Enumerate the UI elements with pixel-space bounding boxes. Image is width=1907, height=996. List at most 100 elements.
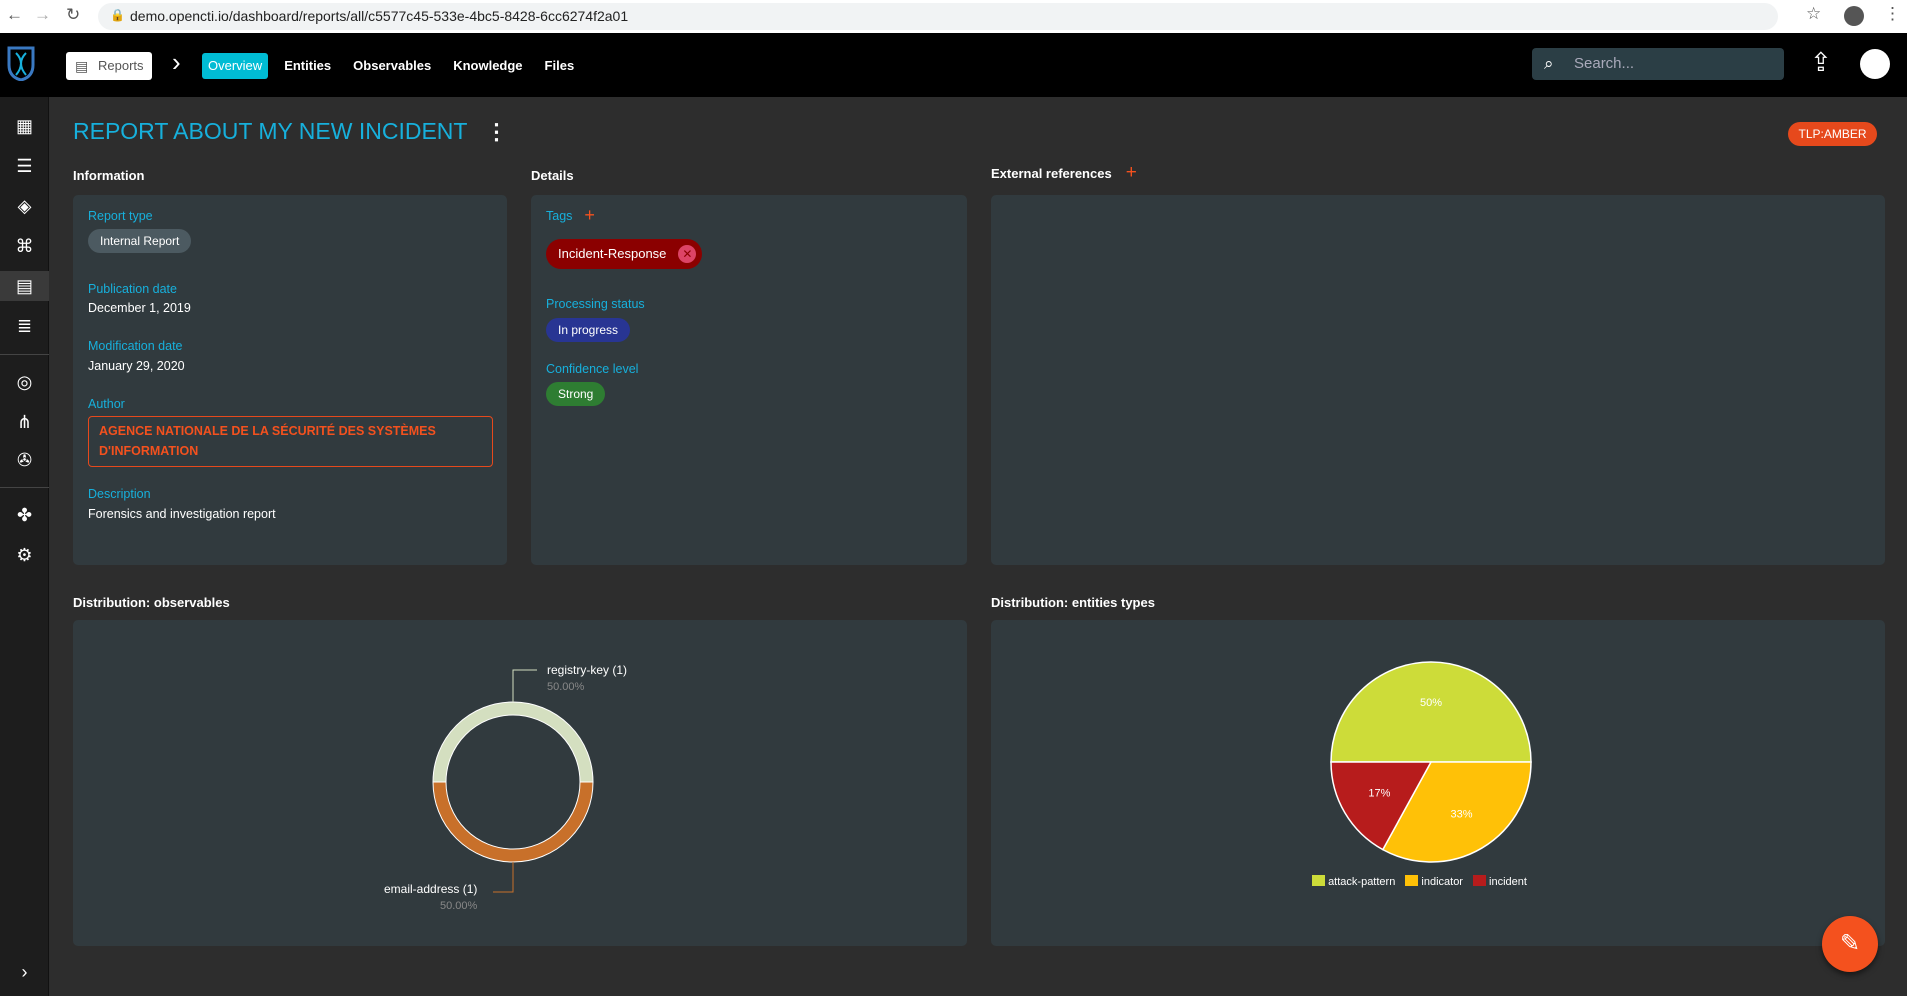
modification-date-label: Modification date: [88, 339, 183, 353]
top-app-bar: ▤ Reports › Overview Entities Observable…: [0, 33, 1907, 97]
list-icon[interactable]: ≣: [16, 316, 33, 336]
donut-percent-registry-key: 50.00%: [547, 681, 585, 693]
publication-date-label: Publication date: [88, 282, 177, 296]
dashboard-icon[interactable]: ▦: [15, 116, 33, 136]
binoculars-icon[interactable]: ⌘: [15, 236, 34, 256]
pie-slice: [1381, 761, 1532, 863]
donut-percent-email-address: 50.00%: [440, 900, 478, 912]
report-type-chip: Internal Report: [88, 229, 192, 253]
graph-icon[interactable]: ⋔: [16, 412, 33, 432]
tab-overview[interactable]: Overview: [202, 53, 269, 79]
external-references-panel: [991, 195, 1885, 565]
author-link[interactable]: AGENCE NATIONALE DE LA SÉCURITÉ DES SYST…: [88, 416, 493, 467]
add-tag-icon[interactable]: +: [584, 205, 595, 225]
legend-label: indicator: [1421, 876, 1463, 888]
entities-chart-panel: 50% 33% 17% attack-pattern indicator incid…: [991, 620, 1885, 946]
compass-icon[interactable]: ◎: [16, 372, 33, 392]
edit-button[interactable]: ✎: [1822, 916, 1878, 972]
lock-icon: 🔒: [110, 8, 125, 22]
pie-slice: [1330, 761, 1433, 851]
address-bar[interactable]: 🔒 demo.opencti.io/dashboard/reports/all/…: [98, 3, 1778, 30]
pie-data-label: 33%: [1451, 809, 1473, 821]
entities-pie-chart: 50% 33% 17%: [1330, 661, 1532, 863]
opencti-logo[interactable]: [6, 45, 36, 81]
pie-legend: attack-pattern indicator incident: [1312, 875, 1527, 888]
information-panel: Report type Internal Report Publication …: [73, 195, 507, 565]
donut-segment: [432, 781, 594, 863]
account-icon[interactable]: [1860, 49, 1890, 79]
search-placeholder: Search...: [1574, 55, 1635, 72]
reload-icon[interactable]: ↻: [66, 5, 81, 24]
section-title-external-references: External references: [991, 165, 1112, 181]
settings-icon[interactable]: ⚙: [16, 545, 33, 565]
legend-item-indicator: indicator: [1405, 875, 1463, 888]
donut-segment: [432, 701, 594, 783]
author-label: Author: [88, 397, 125, 411]
observables-donut-chart: [432, 669, 594, 893]
legend-label: incident: [1489, 876, 1527, 888]
reports-icon[interactable]: ▤: [0, 271, 49, 301]
section-title-information: Information: [73, 168, 145, 183]
tag-label: Incident-Response: [558, 246, 667, 261]
confidence-label: Confidence level: [546, 362, 639, 376]
donut-label-registry-key: registry-key (1): [547, 663, 628, 677]
external-references-header: External references +: [991, 162, 1137, 184]
pie-slice: [1330, 661, 1532, 763]
browser-bar: ← → ↻ 🔒 demo.opencti.io/dashboard/report…: [0, 0, 1907, 33]
add-reference-icon[interactable]: +: [1125, 162, 1137, 183]
page-title: REPORT ABOUT MY NEW INCIDENT: [73, 118, 468, 144]
layers-icon[interactable]: ◈: [17, 196, 32, 216]
remove-tag-icon[interactable]: ✕: [678, 245, 697, 263]
leader-line: [512, 669, 537, 702]
database-icon[interactable]: ☰: [16, 156, 33, 176]
divider: [0, 487, 49, 488]
chevron-right-icon: ›: [172, 47, 181, 77]
legend-item-incident: incident: [1472, 875, 1527, 888]
observables-chart-panel: registry-key (1) 50.00% email-address (1…: [73, 620, 967, 946]
legend-label: attack-pattern: [1328, 876, 1396, 888]
tlp-badge: TLP:AMBER: [1788, 122, 1877, 146]
pie-data-label: 50%: [1420, 697, 1442, 709]
divider: [0, 354, 49, 355]
tab-knowledge[interactable]: Knowledge: [453, 58, 523, 73]
modification-date: January 29, 2020: [88, 359, 185, 373]
menu-icon[interactable]: ⋮: [1884, 4, 1901, 23]
pencil-icon: ✎: [1839, 930, 1861, 957]
processing-status-chip: In progress: [546, 318, 631, 342]
tab-files[interactable]: Files: [544, 58, 575, 73]
tag-chip: Incident-Response ✕: [546, 239, 703, 269]
search-input[interactable]: ⌕ Search...: [1532, 48, 1784, 80]
document-icon: ▤: [75, 58, 89, 74]
legend-item-attack-pattern: attack-pattern: [1312, 875, 1395, 888]
tab-observables[interactable]: Observables: [353, 58, 432, 73]
processing-status-label: Processing status: [546, 297, 645, 311]
description-label: Description: [88, 487, 151, 501]
forward-icon[interactable]: →: [34, 5, 51, 24]
tags-header: Tags +: [546, 205, 595, 226]
tags-label: Tags: [546, 208, 573, 223]
puzzle-icon[interactable]: ✤: [16, 505, 33, 525]
title-row: REPORT ABOUT MY NEW INCIDENT ⋮: [73, 118, 507, 145]
confidence-chip: Strong: [546, 382, 606, 406]
expand-icon[interactable]: ›: [21, 962, 28, 982]
star-icon[interactable]: ☆: [1806, 4, 1822, 23]
publication-date: December 1, 2019: [88, 301, 191, 315]
film-icon[interactable]: ✇: [16, 450, 33, 470]
section-title-observables: Distribution: observables: [73, 595, 230, 610]
upload-icon[interactable]: ⇪: [1810, 47, 1832, 77]
profile-icon[interactable]: [1844, 6, 1864, 26]
tab-entities[interactable]: Entities: [284, 58, 332, 73]
pie-data-label: 17%: [1368, 788, 1390, 800]
sidebar: ▦ ☰ ◈ ⌘ ▤ ≣ ◎ ⋔ ✇ ✤ ⚙ ›: [0, 97, 49, 996]
report-type-label: Report type: [88, 209, 153, 223]
section-title-details: Details: [531, 168, 574, 183]
reports-button[interactable]: ▤ Reports: [66, 52, 152, 80]
nav-tabs: Overview Entities Observables Knowledge …: [202, 53, 580, 79]
back-icon[interactable]: ←: [6, 5, 23, 24]
url-text: demo.opencti.io/dashboard/reports/all/c5…: [130, 8, 629, 24]
description: Forensics and investigation report: [88, 507, 276, 521]
search-icon: ⌕: [1544, 54, 1554, 73]
leader-line: [493, 862, 514, 893]
more-options-icon[interactable]: ⋮: [485, 118, 508, 144]
details-panel: Tags + Incident-Response ✕ Processing st…: [531, 195, 967, 565]
